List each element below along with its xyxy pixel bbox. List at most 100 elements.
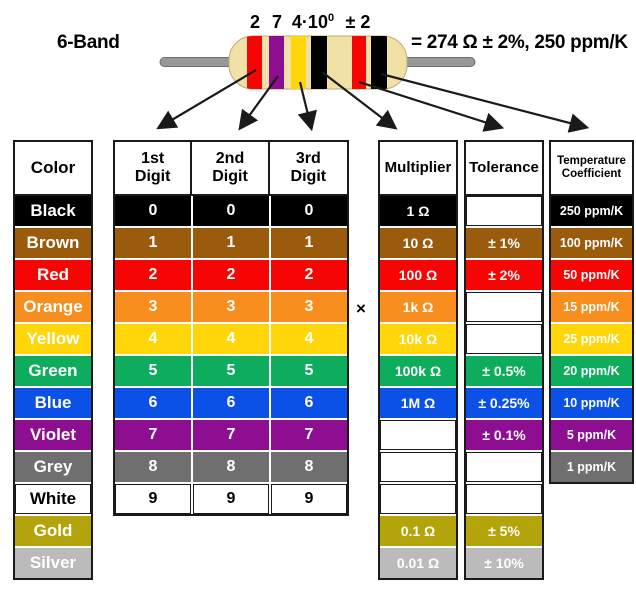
digit-cell-1st-brown: 1: [115, 228, 191, 258]
temperature-rows: 250 ppm/K 100 ppm/K 50 ppm/K 15 ppm/K 25 ppm…: [551, 196, 632, 482]
digit-cell-1st-green: 5: [115, 356, 191, 386]
temperature-cell-blue: 10 ppm/K: [551, 388, 632, 418]
tolerance-cell-silver: ± 10%: [466, 548, 542, 578]
color-cell-red: Red: [15, 260, 91, 290]
temperature-cell-grey: 1 ppm/K: [551, 452, 632, 482]
digit-cell-1st-red: 2: [115, 260, 191, 290]
color-cell-yellow: Yellow: [15, 324, 91, 354]
digit-cell-3rd-orange: 3: [271, 292, 347, 322]
digit-cell-3rd-red: 2: [271, 260, 347, 290]
color-cell-brown: Brown: [15, 228, 91, 258]
multiplier-cell-red: 100 Ω: [380, 260, 456, 290]
digit-cell-2nd-red: 2: [193, 260, 269, 290]
tolerance-cell-orange-empty: [466, 292, 542, 322]
digit-cell-3rd-black: 0: [271, 196, 347, 226]
digit-cell-1st-black: 0: [115, 196, 191, 226]
color-table: Color Black Brown Red Orange Yellow Green Blue…: [13, 140, 93, 580]
color-rows: Black Brown Red Orange Yellow Green Blue Violet…: [15, 196, 91, 578]
tolerance-header: Tolerance: [466, 142, 542, 196]
pointer-line-1st-digit: [156, 69, 257, 130]
multiplier-cell-grey-empty: [380, 452, 456, 482]
digit-cell-2nd-black: 0: [193, 196, 269, 226]
pointer-line-2nd-digit: [238, 75, 279, 131]
result-value: = 274 Ω ± 2%, 250 ppm/K: [411, 32, 628, 53]
multiplier-cell-brown: 10 Ω: [380, 228, 456, 258]
temperature-cell-red: 50 ppm/K: [551, 260, 632, 290]
multiplier-header: Multiplier: [380, 142, 456, 196]
temperature-cell-black: 250 ppm/K: [551, 196, 632, 226]
multiplier-cell-green: 100k Ω: [380, 356, 456, 386]
pointer-line-tolerance: [358, 80, 505, 132]
second-digit-header: 2nd Digit: [192, 142, 270, 194]
band-2nd-digit-violet: [269, 36, 284, 89]
multiplier-cell-blue: 1M Ω: [380, 388, 456, 418]
multiplier-cell-violet-empty: [380, 420, 456, 450]
first-digit-header: 1st Digit: [115, 142, 193, 194]
multiplier-cell-silver: 0.01 Ω: [380, 548, 456, 578]
temperature-cell-green: 20 ppm/K: [551, 356, 632, 386]
color-cell-white: White: [15, 484, 91, 514]
temperature-cell-violet: 5 ppm/K: [551, 420, 632, 450]
digit-cell-3rd-violet: 7: [271, 420, 347, 450]
tolerance-cell-black-empty: [466, 196, 542, 226]
digit-cell-1st-white: 9: [115, 484, 191, 514]
pointer-line-multiplier: [321, 71, 398, 130]
digit-cell-2nd-orange: 3: [193, 292, 269, 322]
third-digit-header: 3rd Digit: [290, 150, 327, 185]
digit-cell-3rd-blue: 6: [271, 388, 347, 418]
six-band-label: 6-Band: [57, 32, 120, 53]
color-cell-violet: Violet: [15, 420, 91, 450]
digit-cell-2nd-blue: 6: [193, 388, 269, 418]
digits-header-row: 1st Digit 2nd Digit 3rd Digit: [115, 142, 347, 196]
digit-cell-3rd-green: 5: [271, 356, 347, 386]
band-tempco-black: [371, 36, 387, 89]
pointer-lines: [156, 69, 590, 133]
digit-cell-2nd-violet: 7: [193, 420, 269, 450]
annotation-exponent: 0: [327, 12, 335, 24]
color-cell-green: Green: [15, 356, 91, 386]
tolerance-cell-gold: ± 5%: [466, 516, 542, 546]
annotation-tolerance: ± 2: [345, 12, 371, 32]
band-multiplier-black: [311, 36, 327, 89]
annotation-2nd-digit: 7: [271, 12, 282, 32]
multiplier-cell-orange: 1k Ω: [380, 292, 456, 322]
temperature-table: Temperature Coefficient 250 ppm/K 100 ppm…: [549, 140, 634, 484]
digit-cell-1st-violet: 7: [115, 420, 191, 450]
digit-cell-3rd-white: 9: [271, 484, 347, 514]
color-cell-silver: Silver: [15, 548, 91, 578]
digit-cell-1st-grey: 8: [115, 452, 191, 482]
color-cell-grey: Grey: [15, 452, 91, 482]
pointer-line-tempco: [380, 72, 590, 133]
digit-cell-2nd-green: 5: [193, 356, 269, 386]
digit-cell-3rd-grey: 8: [271, 452, 347, 482]
color-cell-gold: Gold: [15, 516, 91, 546]
pointer-line-3rd-digit: [297, 81, 317, 132]
annotation-3rd-digit-multiplier: 4·100: [287, 12, 339, 33]
tolerance-cell-green: ± 0.5%: [466, 356, 542, 386]
multiply-sign: ×: [356, 299, 366, 318]
lead-right: [401, 57, 476, 67]
temperature-cell-brown: 100 ppm/K: [551, 228, 632, 258]
tolerance-cell-violet: ± 0.1%: [466, 420, 542, 450]
tolerance-cell-white-empty: [466, 484, 542, 514]
digit-cell-2nd-grey: 8: [193, 452, 269, 482]
digit-cell-2nd-yellow: 4: [193, 324, 269, 354]
tolerance-rows: ± 1% ± 2% ± 0.5% ± 0.25% ± 0.1% ± 5% ± 10%: [466, 196, 542, 578]
resistor-graphic: [156, 35, 590, 133]
digit-cell-2nd-brown: 1: [193, 228, 269, 258]
digit-cell-2nd-white: 9: [193, 484, 269, 514]
band-1st-digit-red: [247, 36, 262, 89]
color-cell-black: Black: [15, 196, 91, 226]
